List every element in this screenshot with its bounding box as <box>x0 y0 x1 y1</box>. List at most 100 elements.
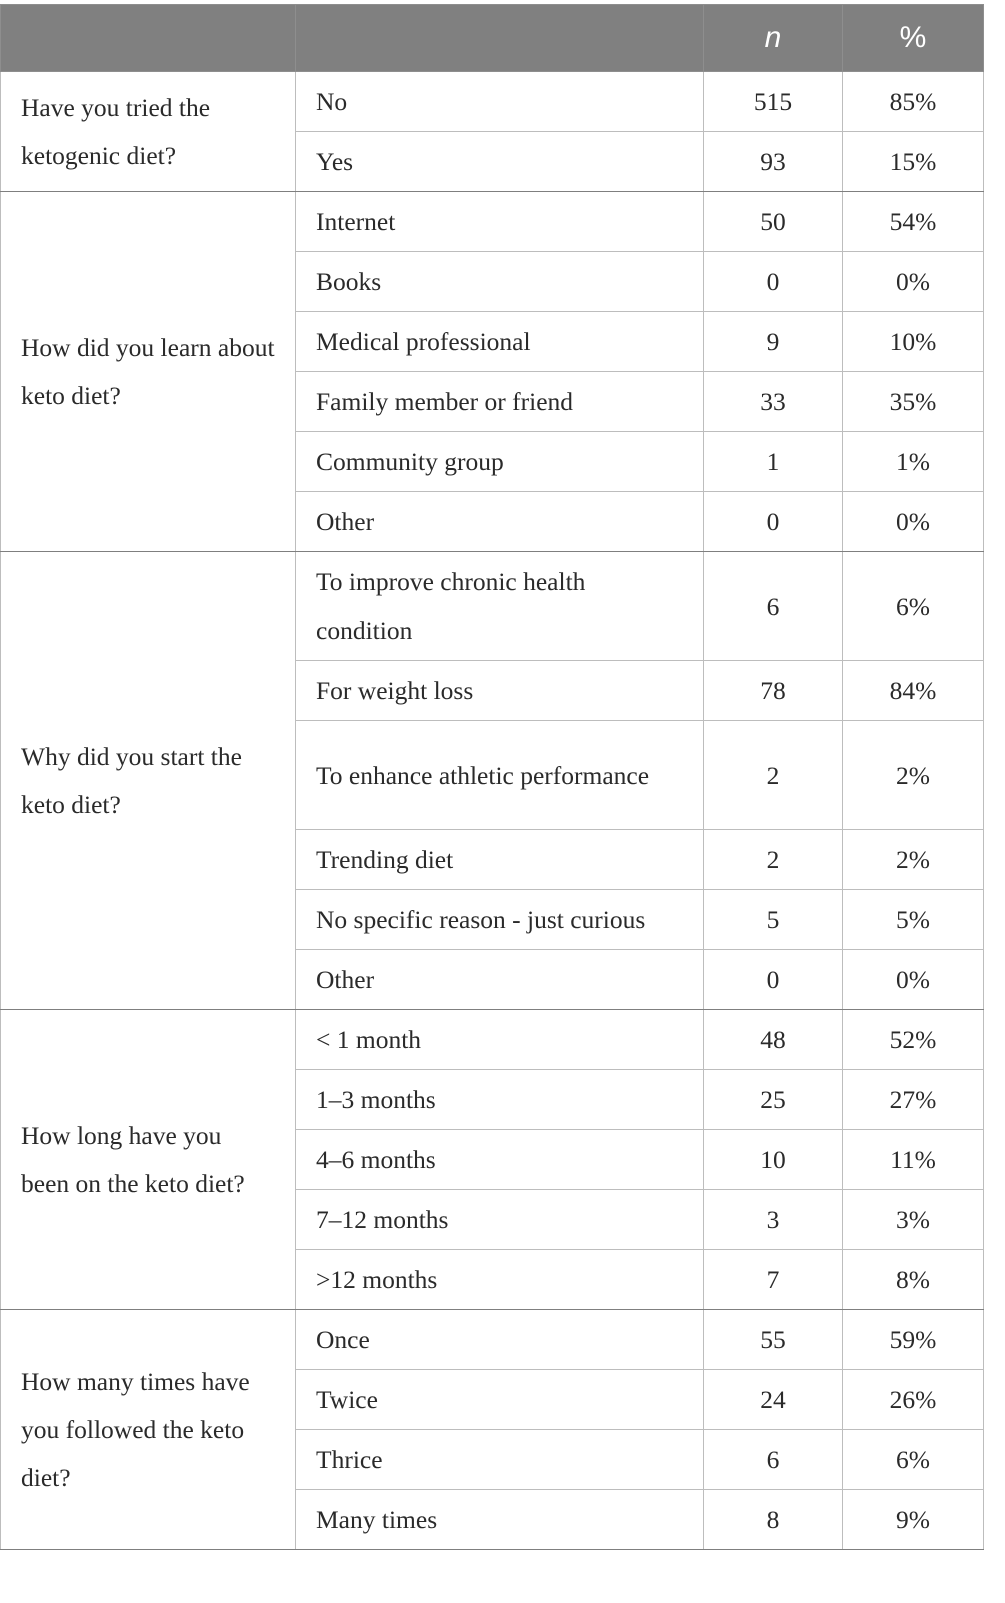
option-label: Other <box>295 491 704 552</box>
percent-cell: 10% <box>842 311 984 372</box>
option-label: Books <box>295 251 704 312</box>
table-header: n % <box>0 4 984 72</box>
percent-cell: 3% <box>842 1189 984 1250</box>
percent-cell: 15% <box>842 131 984 192</box>
question-cell: How long have you been on the keto diet? <box>0 1009 296 1310</box>
percent-cell: 2% <box>842 720 984 830</box>
header-n: n <box>703 4 843 72</box>
count-cell: 0 <box>703 949 843 1010</box>
count-cell: 93 <box>703 131 843 192</box>
table-row: Have you tried the ketogenic diet? No 515 8… <box>0 71 984 192</box>
percent-cell: 6% <box>842 1429 984 1490</box>
option-label: Other <box>295 949 704 1010</box>
table-row: Community group 1 1% <box>1 431 984 492</box>
percent-cell: 1% <box>842 431 984 492</box>
percent-cell: 0% <box>842 251 984 312</box>
count-cell: 78 <box>703 660 843 721</box>
option-label: Trending diet <box>295 829 704 890</box>
table-row: How did you learn about keto diet? Intern… <box>0 191 984 552</box>
count-cell: 0 <box>703 491 843 552</box>
count-cell: 5 <box>703 889 843 950</box>
percent-cell: 27% <box>842 1069 984 1130</box>
question-cell: Have you tried the ketogenic diet? <box>0 71 296 192</box>
percent-cell: 59% <box>842 1309 984 1370</box>
table-row: Many times 8 9% <box>1 1489 984 1550</box>
count-cell: 33 <box>703 371 843 432</box>
count-cell: 50 <box>703 191 843 252</box>
percent-cell: 85% <box>842 71 984 132</box>
percent-cell: 0% <box>842 491 984 552</box>
table-body: Have you tried the ketogenic diet? No 515 8… <box>0 71 984 1550</box>
percent-cell: 8% <box>842 1249 984 1310</box>
count-cell: 6 <box>703 551 843 661</box>
count-cell: 1 <box>703 431 843 492</box>
table-row: Twice 24 26% <box>1 1369 984 1430</box>
table-row: Other 0 0% <box>1 949 984 1010</box>
percent-cell: 54% <box>842 191 984 252</box>
option-label: Internet <box>295 191 704 252</box>
question-cell: How many times have you followed the ket… <box>0 1309 296 1550</box>
percent-cell: 84% <box>842 660 984 721</box>
option-label: Once <box>295 1309 704 1370</box>
count-cell: 2 <box>703 720 843 830</box>
count-cell: 7 <box>703 1249 843 1310</box>
option-label: To improve chronic health condition <box>295 551 704 661</box>
question-cell: How did you learn about keto diet? <box>0 191 296 552</box>
table-row: No specific reason - just curious 5 5% <box>1 889 984 950</box>
option-label: Twice <box>295 1369 704 1430</box>
option-label: Family member or friend <box>295 371 704 432</box>
count-cell: 8 <box>703 1489 843 1550</box>
option-label: 4–6 months <box>295 1129 704 1190</box>
count-cell: 25 <box>703 1069 843 1130</box>
option-label: No specific reason - just curious <box>295 889 704 950</box>
option-label: Medical professional <box>295 311 704 372</box>
header-option-cell <box>295 4 704 72</box>
percent-cell: 2% <box>842 829 984 890</box>
count-cell: 10 <box>703 1129 843 1190</box>
option-label: No <box>295 71 704 132</box>
header-row: n % <box>0 4 984 72</box>
option-label: >12 months <box>295 1249 704 1310</box>
table-row: How long have you been on the keto diet?… <box>0 1009 984 1310</box>
table-row: How many times have you followed the ket… <box>0 1309 984 1550</box>
question-cell: Why did you start the keto diet? <box>0 551 296 1010</box>
count-cell: 55 <box>703 1309 843 1370</box>
count-cell: 6 <box>703 1429 843 1490</box>
count-cell: 24 <box>703 1369 843 1430</box>
header-question-cell <box>0 4 296 72</box>
percent-cell: 0% <box>842 949 984 1010</box>
percent-cell: 5% <box>842 889 984 950</box>
table-row: 1–3 months 25 27% <box>1 1069 984 1130</box>
count-cell: 2 <box>703 829 843 890</box>
table-row: To enhance athletic performance 2 2% <box>1 720 984 830</box>
option-label: Many times <box>295 1489 704 1550</box>
option-label: 1–3 months <box>295 1069 704 1130</box>
count-cell: 3 <box>703 1189 843 1250</box>
percent-cell: 9% <box>842 1489 984 1550</box>
header-percent: % <box>842 4 984 72</box>
table-row: 7–12 months 3 3% <box>1 1189 984 1250</box>
percent-cell: 6% <box>842 551 984 661</box>
count-cell: 515 <box>703 71 843 132</box>
option-label: To enhance athletic performance <box>295 720 704 830</box>
percent-cell: 35% <box>842 371 984 432</box>
percent-cell: 52% <box>842 1009 984 1070</box>
count-cell: 0 <box>703 251 843 312</box>
table-row: 4–6 months 10 11% <box>1 1129 984 1190</box>
option-label: Community group <box>295 431 704 492</box>
option-label: For weight loss <box>295 660 704 721</box>
keto-survey-table: n % Have you tried the ketogenic diet? No… <box>0 4 984 1550</box>
option-label: < 1 month <box>295 1009 704 1070</box>
percent-cell: 11% <box>842 1129 984 1190</box>
option-label: 7–12 months <box>295 1189 704 1250</box>
option-label: Thrice <box>295 1429 704 1490</box>
table-row: Medical professional 9 10% <box>1 311 984 372</box>
table-row: Other 0 0% <box>1 491 984 552</box>
percent-cell: 26% <box>842 1369 984 1430</box>
table-row: >12 months 7 8% <box>1 1249 984 1310</box>
count-cell: 9 <box>703 311 843 372</box>
option-label: Yes <box>295 131 704 192</box>
table-row: Yes 93 15% <box>1 131 984 192</box>
table-row: Why did you start the keto diet? To impro… <box>0 551 984 1010</box>
table-row: Family member or friend 33 35% <box>1 371 984 432</box>
